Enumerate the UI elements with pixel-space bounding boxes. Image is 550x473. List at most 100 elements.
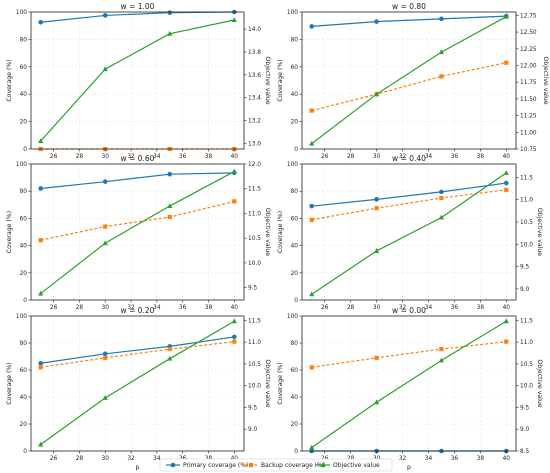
y-tick-label: 0 (294, 147, 298, 153)
data-point-backup (103, 224, 108, 229)
y2-tick-label: 12.75 (520, 13, 537, 19)
x-tick-label: 30 (102, 305, 110, 311)
y2-tick-label: 9.5 (520, 405, 530, 411)
data-point-objective (373, 399, 380, 405)
data-point-objective (438, 49, 445, 55)
series-line-backup (40, 200, 235, 241)
plot-frame (30, 163, 245, 301)
y2-tick-label: 11.00 (520, 130, 537, 136)
x-tick-label: 30 (373, 154, 381, 160)
y2-tick-label: 9.5 (520, 265, 530, 271)
chart-panel-6: 26 28 30 32 34 36 38 40 0 20 40 60 80 100 8.5 9.0 9.5 10.… (277, 306, 543, 471)
y-axis-label: Coverage (%) (277, 59, 284, 101)
data-point-primary (38, 360, 43, 366)
chart-title: w = 0.00 (392, 306, 426, 315)
series-line-objective (311, 16, 507, 145)
x-tick-label: 28 (347, 305, 355, 311)
x-tick-label: 34 (425, 456, 433, 462)
x-tick-label: 38 (205, 305, 213, 311)
data-point-primary (503, 180, 509, 186)
chart-panel-5: 26 28 30 32 34 36 38 40 0 20 40 60 80 100 9.0 9.5 10.0 10… (6, 306, 271, 471)
legend-marker-backup (248, 462, 254, 468)
y-tick-label: 60 (291, 65, 299, 71)
legend-label-objective: Objective value (333, 462, 380, 469)
series-line-objective (40, 320, 235, 445)
y-tick-label: 80 (20, 189, 28, 195)
data-point-backup (309, 108, 314, 113)
data-point-backup (309, 365, 314, 370)
y-tick-label: 20 (20, 120, 28, 126)
series-line-objective (311, 320, 507, 449)
legend-label-primary: Primary coverage (%) (183, 462, 248, 469)
y-axis-label: Coverage (%) (6, 211, 13, 253)
y-axis-label: Coverage (%) (6, 362, 13, 404)
data-point-objective (503, 318, 509, 324)
data-point-backup (504, 187, 509, 192)
data-point-objective (38, 290, 44, 296)
y-tick-label: 0 (23, 147, 27, 153)
x-tick-label: 34 (425, 305, 433, 311)
data-point-objective (231, 17, 237, 22)
y-tick-label: 0 (23, 449, 27, 455)
y2-tick-label: 14.0 (248, 27, 261, 33)
y2-tick-label: 13.8 (248, 50, 261, 56)
data-point-objective (38, 138, 44, 144)
y2-tick-label: 12.00 (520, 63, 537, 69)
y-axis-label: Coverage (%) (277, 211, 284, 253)
y2-tick-label: 10.75 (520, 147, 537, 153)
data-point-objective (438, 214, 445, 220)
data-point-backup (439, 346, 444, 352)
data-point-backup (38, 238, 43, 243)
data-point-objective (503, 170, 509, 175)
data-point-backup (167, 214, 172, 220)
y-tick-label: 60 (20, 368, 28, 374)
y2-tick-label: 11.75 (520, 80, 537, 86)
x-tick-label: 26 (321, 154, 329, 160)
y-tick-label: 20 (20, 271, 28, 277)
x-tick-label: 26 (321, 305, 329, 311)
y2-axis-label: Objective value (536, 359, 543, 407)
x-tick-label: 28 (76, 456, 84, 462)
data-point-objective (231, 318, 237, 324)
x-tick-label: 28 (347, 154, 355, 160)
data-point-objective (373, 91, 380, 97)
y-tick-label: 100 (287, 10, 298, 16)
data-point-primary (309, 203, 315, 209)
y2-tick-label: 11.0 (248, 211, 261, 217)
x-tick-label: 34 (425, 154, 433, 160)
data-point-backup (232, 199, 237, 204)
data-point-backup (374, 206, 379, 211)
y2-tick-label: 11.5 (248, 187, 261, 193)
data-point-backup (167, 346, 172, 352)
chart-title: w = 0.40 (392, 154, 426, 163)
series-line-objective (311, 172, 507, 295)
x-tick-label: 38 (205, 154, 213, 160)
legend-marker-objective (320, 462, 326, 467)
y2-tick-label: 10.5 (520, 362, 533, 368)
data-point-backup (374, 355, 379, 360)
data-point-primary (309, 24, 315, 29)
y2-tick-label: 11.50 (520, 97, 537, 103)
data-point-objective (102, 240, 108, 246)
chart-panel-2: 26 28 30 32 34 36 38 40 0 20 40 60 80 100 10.75 11.00 11… (277, 2, 549, 160)
y2-tick-label: 11.0 (248, 340, 261, 346)
y-tick-label: 60 (20, 216, 28, 222)
data-point-primary (38, 186, 43, 191)
y2-tick-label: 12.25 (520, 47, 537, 53)
chart-title: w = 0.80 (392, 2, 426, 11)
plot-frame (301, 163, 517, 301)
x-tick-label: 40 (503, 456, 511, 462)
y2-tick-label: 10.5 (248, 362, 261, 368)
data-point-primary (38, 19, 43, 25)
x-tick-label: 32 (127, 456, 135, 462)
data-point-backup (103, 355, 108, 360)
chart-title: w = 1.00 (121, 2, 155, 11)
data-point-objective (102, 395, 108, 400)
y-tick-label: 100 (287, 162, 298, 168)
series-line-primary (40, 172, 235, 190)
y-tick-label: 100 (16, 10, 27, 16)
x-tick-label: 30 (373, 305, 381, 311)
data-point-objective (167, 30, 173, 36)
y-tick-label: 60 (20, 65, 28, 71)
y2-tick-label: 12.50 (520, 30, 537, 36)
